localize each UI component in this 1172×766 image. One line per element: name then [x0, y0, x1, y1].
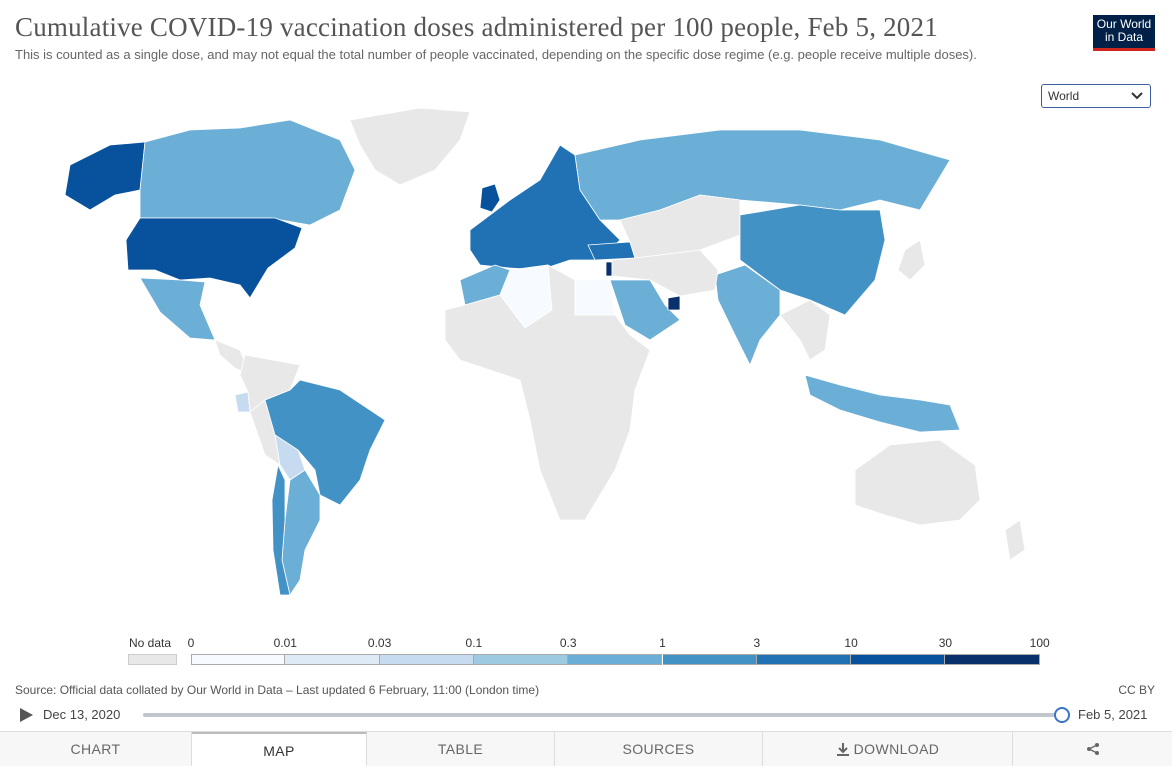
tab-table[interactable]: TABLE: [367, 732, 555, 766]
map-region-india[interactable]: [714, 264, 781, 366]
map-region-israel[interactable]: [605, 261, 613, 277]
map-region-greenland[interactable]: [349, 107, 471, 186]
map-region-argentina[interactable]: [281, 469, 321, 596]
legend-bin[interactable]: [379, 654, 474, 665]
map-region-southeast-asia[interactable]: [779, 299, 831, 361]
tab-chart[interactable]: CHART: [0, 732, 192, 766]
map-region-turkey[interactable]: [587, 241, 636, 261]
map-region-europe[interactable]: [469, 144, 621, 271]
map-region-new-zealand[interactable]: [1004, 519, 1026, 561]
legend-bin[interactable]: [945, 654, 1040, 665]
map-region-ecuador[interactable]: [234, 391, 251, 413]
source-note: Source: Official data collated by Our Wo…: [15, 683, 540, 697]
map-region-alaska[interactable]: [64, 141, 146, 211]
legend-bin[interactable]: [851, 654, 946, 665]
legend-tick-label: 100: [1029, 636, 1050, 650]
map-region-japan[interactable]: [897, 239, 926, 281]
legend-bin[interactable]: [662, 654, 757, 665]
map-region-middle-east[interactable]: [611, 249, 719, 297]
tab-map[interactable]: MAP: [192, 732, 367, 766]
logo-line-1: Our World: [1096, 17, 1152, 31]
legend-tick-label: 30: [938, 636, 953, 650]
legend-bin[interactable]: [285, 654, 380, 665]
logo-line-2: in Data: [1104, 30, 1144, 44]
map-region-chile[interactable]: [271, 463, 291, 596]
legend-tick-label: 0.01: [273, 636, 297, 650]
share-icon: [1086, 743, 1099, 755]
map-region-united-states[interactable]: [125, 217, 303, 299]
map-legend: No data 0 0.01 0.03 0.1 0.3 1 3 10 30 100: [0, 632, 1172, 672]
legend-tick-label: 0.03: [367, 636, 392, 650]
map-region-australia[interactable]: [854, 439, 981, 526]
chart-subtitle: This is counted as a single dose, and ma…: [15, 47, 977, 62]
legend-tick-label: 0: [187, 636, 195, 650]
download-icon: [836, 743, 849, 756]
legend-tick-label: 10: [844, 636, 858, 650]
tab-download-label: DOWNLOAD: [853, 741, 940, 757]
share-button[interactable]: [1013, 732, 1172, 766]
tab-sources[interactable]: SOURCES: [555, 732, 763, 766]
legend-bin[interactable]: [191, 654, 286, 665]
legend-bin[interactable]: [568, 654, 663, 665]
legend-tick-label: 3: [753, 636, 761, 650]
map-region-egypt[interactable]: [574, 279, 616, 316]
timeline-track[interactable]: [143, 713, 1063, 717]
play-icon[interactable]: [18, 707, 34, 723]
legend-nodata-label: No data: [129, 636, 172, 650]
timeline-end-date: Feb 5, 2021: [1078, 707, 1148, 722]
chevron-down-icon: [1131, 92, 1143, 100]
tab-bar: CHART MAP TABLE SOURCES DOWNLOAD: [0, 731, 1172, 766]
map-region-indonesia[interactable]: [804, 374, 961, 433]
legend-bin[interactable]: [756, 654, 852, 665]
map-region-mexico[interactable]: [139, 277, 216, 341]
region-select[interactable]: World: [1041, 84, 1151, 108]
region-select-value: World: [1048, 89, 1080, 103]
timeline-start-date: Dec 13, 2020: [43, 707, 121, 722]
legend-bin[interactable]: [473, 654, 569, 665]
map-region-africa-rest[interactable]: [444, 264, 651, 521]
legend-tick-label: 0.3: [559, 636, 577, 650]
legend-tick-label: 0.1: [465, 636, 483, 650]
world-map[interactable]: [40, 100, 1080, 610]
timeline: Dec 13, 2020 Feb 5, 2021: [0, 704, 1172, 726]
owid-logo[interactable]: Our World in Data: [1093, 15, 1155, 51]
map-region-russia[interactable]: [574, 129, 951, 221]
chart-title: Cumulative COVID-19 vaccination doses ad…: [15, 12, 938, 42]
license-link[interactable]: CC BY: [1118, 683, 1155, 697]
map-region-uae[interactable]: [667, 295, 681, 311]
timeline-handle[interactable]: [1054, 707, 1070, 723]
tab-download[interactable]: DOWNLOAD: [763, 732, 1013, 766]
legend-tick-label: 1: [659, 636, 666, 650]
legend-nodata-swatch: [128, 654, 177, 665]
map-region-canada[interactable]: [139, 119, 356, 226]
map-region-united-kingdom[interactable]: [479, 183, 501, 213]
map-region-central-asia[interactable]: [619, 194, 741, 259]
